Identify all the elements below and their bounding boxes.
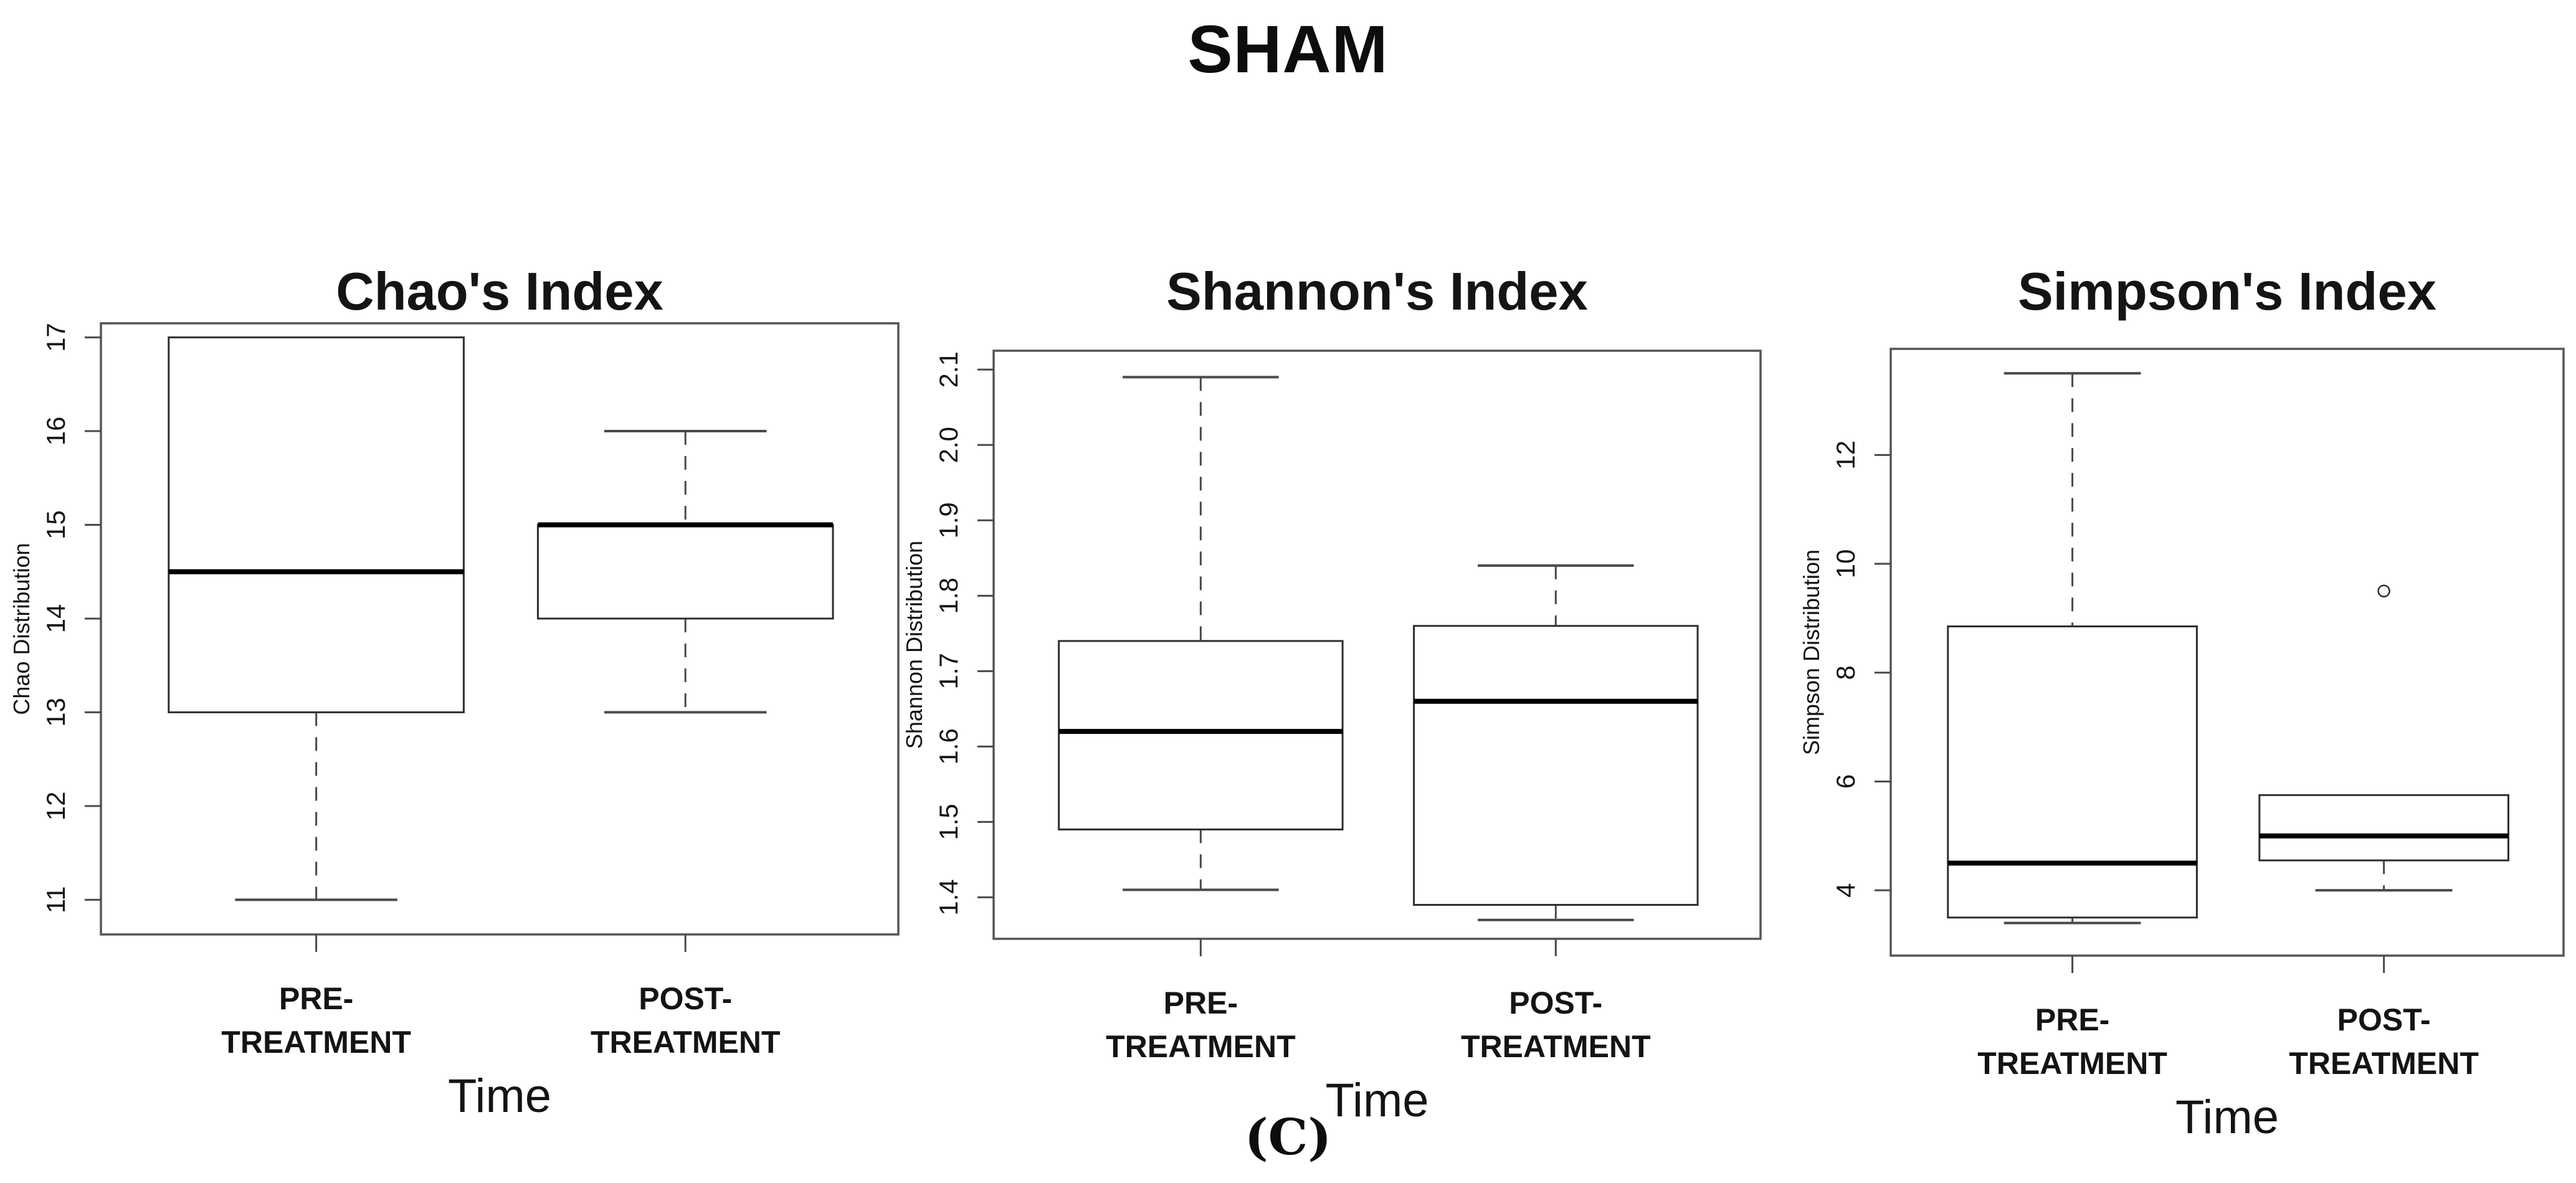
- category-label-line1: POST-: [1509, 986, 1602, 1020]
- iqr-box: [1058, 640, 1344, 831]
- category-label-line1: POST-: [639, 981, 732, 1016]
- plot-frame: [1889, 348, 2565, 957]
- y-tick-label: 10: [1831, 549, 1860, 579]
- plot-frame: [100, 322, 900, 936]
- category-label-line1: POST-: [2337, 1002, 2431, 1037]
- y-tick-label: 1.8: [934, 577, 963, 614]
- panel-title: Simpson's Index: [2018, 262, 2436, 321]
- y-tick-label: 1.7: [934, 653, 963, 689]
- y-tick-label: 2.0: [934, 427, 963, 463]
- iqr-box: [1947, 625, 2198, 919]
- y-tick-label: 2.1: [934, 351, 963, 387]
- category-label-line2: TREATMENT: [1977, 1046, 2167, 1081]
- category-label-line2: TREATMENT: [2289, 1046, 2479, 1081]
- iqr-box: [2258, 794, 2509, 862]
- y-tick-label: 15: [41, 510, 70, 539]
- y-tick-label: 12: [41, 792, 70, 821]
- iqr-box: [536, 523, 834, 620]
- category-label-line2: TREATMENT: [1106, 1029, 1296, 1064]
- figure-caption: (C): [1244, 1108, 1332, 1166]
- y-axis-label: Chao Distribution: [9, 543, 34, 715]
- y-tick-label: 16: [41, 417, 70, 446]
- y-tick-label: 1.6: [934, 728, 963, 764]
- category-label-line2: TREATMENT: [591, 1025, 781, 1060]
- category-label-line1: PRE-: [2035, 1002, 2109, 1037]
- y-tick-label: 6: [1831, 774, 1860, 789]
- y-tick-label: 11: [41, 886, 70, 914]
- y-tick-label: 1.4: [934, 879, 963, 915]
- category-label-line1: PRE-: [279, 981, 353, 1016]
- y-axis-label: Shannon Distribution: [901, 541, 927, 749]
- x-axis-label: Time: [448, 1070, 551, 1123]
- x-axis-label: Time: [1325, 1074, 1428, 1127]
- iqr-box: [168, 336, 465, 713]
- outlier-point: [2377, 584, 2390, 597]
- iqr-box: [1413, 625, 1699, 906]
- y-tick-label: 1.9: [934, 502, 963, 538]
- y-tick-label: 4: [1831, 883, 1860, 897]
- category-label-line2: TREATMENT: [221, 1025, 411, 1060]
- x-axis-label: Time: [2175, 1091, 2279, 1144]
- y-tick-label: 12: [1831, 440, 1860, 470]
- panel-title: Shannon's Index: [1166, 262, 1588, 321]
- y-axis-label: Simpson Distribution: [1799, 549, 1824, 755]
- category-label-line2: TREATMENT: [1461, 1029, 1651, 1064]
- y-tick-label: 14: [41, 604, 70, 634]
- y-tick-label: 1.5: [934, 804, 963, 840]
- category-label-line1: PRE-: [1164, 986, 1238, 1020]
- figure-title: SHAM: [1187, 11, 1389, 87]
- panel-title: Chao's Index: [336, 262, 663, 321]
- y-tick-label: 8: [1831, 665, 1860, 680]
- y-tick-label: 17: [41, 323, 70, 352]
- plot-frame: [992, 349, 1762, 940]
- y-tick-label: 13: [41, 698, 70, 727]
